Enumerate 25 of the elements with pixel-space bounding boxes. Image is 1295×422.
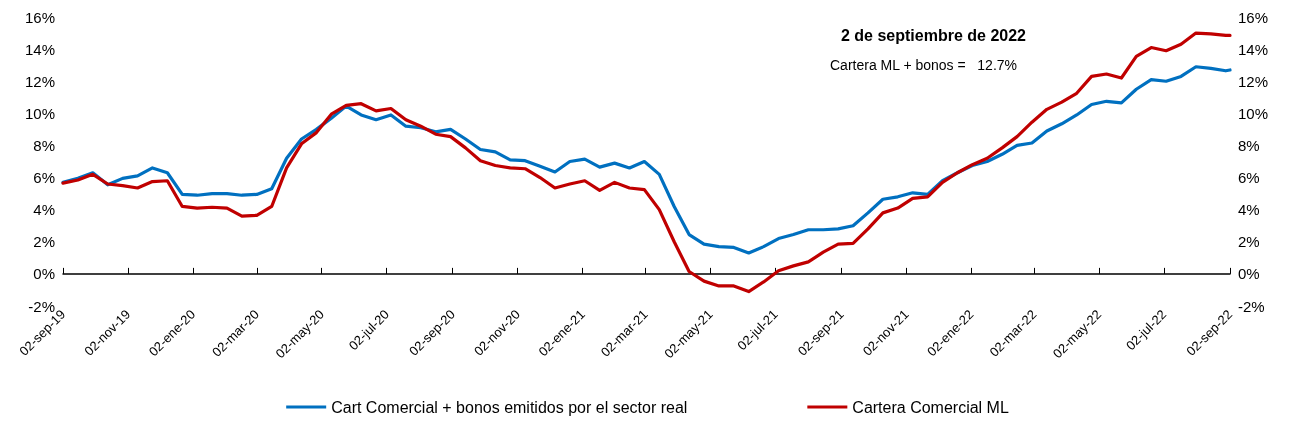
- y2-tick-label: 6%: [1238, 169, 1260, 187]
- line-series: [61, 31, 1232, 294]
- y-tick-label: 16%: [24, 8, 55, 26]
- y-tick-label: 8%: [33, 136, 55, 154]
- y2-tick-label: -2%: [1238, 297, 1265, 315]
- y-tick-label: -2%: [28, 297, 55, 315]
- annotation: Cartera ML + bonos = 12.7%: [830, 57, 1018, 73]
- y-tick-label: 10%: [24, 104, 55, 122]
- y2-tick-label: 10%: [1238, 104, 1269, 122]
- y2-tick-label: 4%: [1238, 201, 1260, 219]
- y2-tick-label: 2%: [1238, 233, 1260, 251]
- y2-tick-label: 8%: [1238, 136, 1260, 154]
- y-tick-label: 12%: [24, 72, 55, 90]
- legend-label: Cart Comercial + bonos emitidos por el sector real: [331, 398, 688, 416]
- y2-tick-label: 0%: [1238, 265, 1260, 283]
- y-tick-label: 4%: [33, 201, 55, 219]
- legend-label: Cartera Comercial ML: [852, 398, 1009, 416]
- y2-tick-label: 16%: [1238, 8, 1269, 26]
- y-tick-label: 14%: [24, 40, 55, 58]
- y-tick-label: 0%: [33, 265, 55, 283]
- y2-tick-label: 14%: [1238, 40, 1269, 58]
- text: 2 de septiembre de 2022: [841, 26, 1027, 44]
- y-tick-label: 6%: [33, 169, 55, 187]
- y2-tick-label: 12%: [1238, 72, 1269, 90]
- y-tick-label: 2%: [33, 233, 55, 251]
